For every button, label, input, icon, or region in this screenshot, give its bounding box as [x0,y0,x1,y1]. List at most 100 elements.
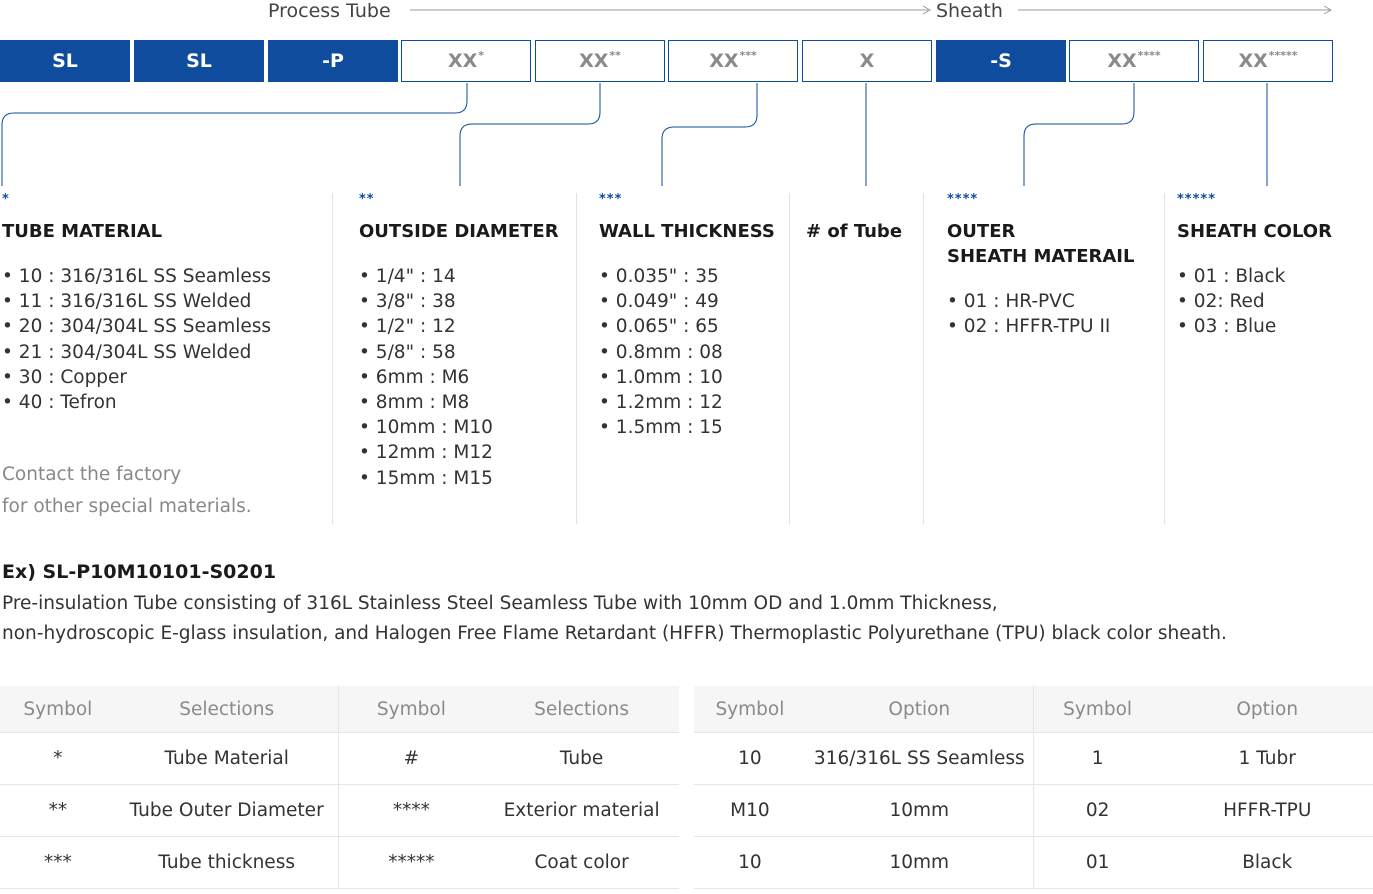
table-cell: 10mm [805,836,1034,889]
table-cell: 10mm [805,784,1034,837]
connector-outer-sheath [1023,83,1135,186]
list-item: • 8mm : M8 [359,392,470,414]
option-list: • 1/4" : 14 • 3/8" : 38 • 1/2" : 12 • 5/… [359,264,559,491]
table-header: Option [805,686,1034,733]
column-num-tube: # of Tube [806,193,902,244]
list-item: • 40 : Tefron [2,392,117,414]
connector-lines [1,5,1333,186]
list-item: • 11 : 316/316L SS Welded [2,291,252,313]
column-sheath-color: ***** SHEATH COLOR • 01 : Black • 02: Re… [1177,193,1332,340]
factory-note: Contact the factory [2,464,182,486]
list-item: • 30 : Copper [2,366,128,388]
list-item: • 1/2" : 12 [359,316,456,338]
process-arrow-head [922,5,932,15]
column-divider [923,193,924,524]
table-cell: 02 [1033,784,1162,837]
table-header: Selections [115,686,339,733]
list-item: • 5/8" : 58 [359,341,456,363]
option-list: • 01 : Black • 02: Red • 03 : Blue [1177,264,1332,340]
table-row: * Tube Material # Tube [0,732,679,785]
code-box-2: SL [134,40,264,82]
table-cell: 1 [1033,732,1162,785]
list-item: • 02 : HFFR-TPU II [947,316,1111,338]
table-cell: ***** [338,836,485,889]
table-cell: Coat color [484,836,679,889]
column-stars: ***** [1177,192,1216,207]
table-cell: 01 [1033,836,1162,889]
table-header-row: Symbol Option Symbol Option [694,686,1373,733]
table-header: Selections [484,686,679,733]
list-item: • 20 : 304/304L SS Seamless [2,316,272,338]
column-outside-diameter: ** OUTSIDE DIAMETER • 1/4" : 14 • 3/8" :… [359,193,559,491]
table-cell: M10 [694,784,806,837]
column-heading: SHEATH COLOR [1177,221,1332,242]
table-cell: * [0,732,116,785]
table-cell: 10 [694,732,806,785]
table-row: *** Tube thickness ***** Coat color [0,836,679,889]
connector-wall-thickness [661,83,758,186]
list-item: • 1.2mm : 12 [599,392,723,414]
list-item: • 1/4" : 14 [359,266,456,287]
table-cell: **** [338,784,485,837]
sheath-label: Sheath [936,0,1003,22]
connector-outside-diameter [459,83,601,186]
symbol-table: Symbol Selections Symbol Selections * Tu… [0,686,679,889]
list-item: • 0.065" : 65 [599,316,719,338]
column-divider [576,193,577,524]
table-cell: 10 [694,836,806,889]
code-box-6: XX *** [668,40,798,82]
list-item: • 6mm : M6 [359,366,470,388]
list-item: • 03 : Blue [1177,316,1277,338]
table-cell: ** [0,784,116,837]
column-wall-thickness: *** WALL THICKNESS • 0.035" : 35 • 0.049… [599,193,775,440]
table-cell: Tube Material [115,732,339,785]
option-list: • 10 : 316/316L SS Seamless • 11 : 316/3… [2,264,271,415]
column-tube-material: * TUBE MATERIAL • 10 : 316/316L SS Seaml… [2,193,271,523]
column-stars [806,193,902,207]
list-item: • 0.035" : 35 [599,266,719,287]
list-item: • 12mm : M12 [359,442,493,464]
connector-tube-material [1,83,468,186]
table-row: 10 316/316L SS Seamless 1 1 Tubr [694,732,1373,785]
table-header: Symbol [338,686,485,733]
sheath-arrow-head [1323,5,1333,15]
list-item: • 0.049" : 49 [599,291,719,313]
example-line-2: non-hydroscopic E-glass insulation, and … [2,623,1227,644]
example-line-1: Pre-insulation Tube consisting of 316L S… [2,593,998,614]
table-row: 10 10mm 01 Black [694,836,1373,889]
table-cell: Tube [484,732,679,785]
table-cell: HFFR-TPU [1161,784,1373,837]
column-stars: *** [599,192,623,207]
list-item: • 10 : 316/316L SS Seamless [2,266,272,287]
list-item: • 15mm : M15 [359,467,493,489]
table-header-row: Symbol Selections Symbol Selections [0,686,679,733]
column-stars: **** [947,192,979,207]
list-item: • 10mm : M10 [359,417,493,439]
code-box-7: X [802,40,932,82]
table-cell: *** [0,836,116,889]
table-cell: # [338,732,485,785]
list-item: • 01 : Black [1177,266,1286,287]
column-stars: ** [359,192,375,207]
code-box-4: XX * [401,40,531,82]
code-box-5: XX ** [535,40,665,82]
example-title: Ex) SL-P10M10101-S0201 [2,561,277,583]
factory-note: for other special materials. [2,496,252,518]
column-divider [332,193,333,524]
list-item: • 1.0mm : 10 [599,366,723,388]
table-row: ** Tube Outer Diameter **** Exterior mat… [0,784,679,837]
table-header: Symbol [1033,686,1162,733]
table-cell: 1 Tubr [1161,732,1373,785]
table-header: Symbol [0,686,116,733]
column-heading: TUBE MATERIAL [2,221,163,242]
table-cell: Exterior material [484,784,679,837]
option-list: • 01 : HR-PVC • 02 : HFFR-TPU II [947,289,1134,339]
list-item: • 02: Red [1177,291,1265,313]
process-tube-label: Process Tube [268,0,391,22]
option-list: • 0.035" : 35 • 0.049" : 49 • 0.065" : 6… [599,264,775,440]
table-header: Symbol [694,686,806,733]
table-cell: Tube thickness [115,836,339,889]
list-item: • 01 : HR-PVC [947,291,1075,312]
column-stars: * [2,192,10,207]
column-heading: OUTER SHEATH MATERAIL [947,221,1135,267]
